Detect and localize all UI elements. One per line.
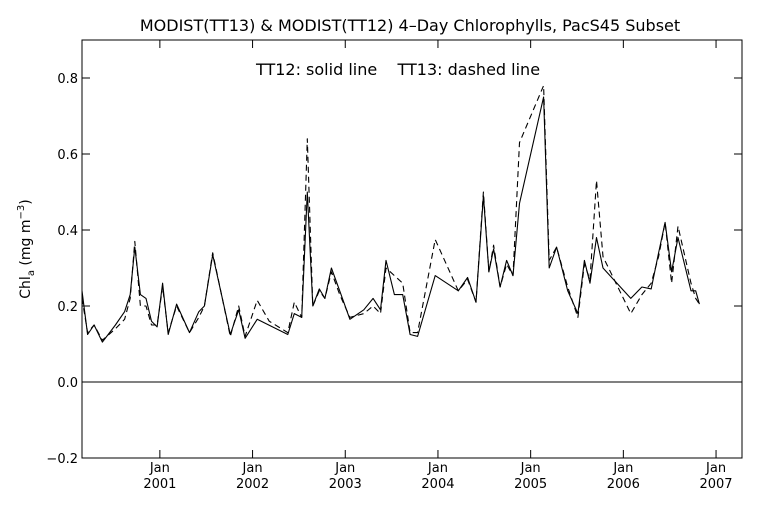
x-tick-year-label: 2004 — [421, 477, 454, 492]
x-tick-year-label: 2003 — [329, 477, 362, 492]
series-line-tt13 — [81, 85, 700, 341]
y-tick-label: −0.2 — [46, 452, 78, 467]
x-tick-month-label: Jan — [242, 461, 263, 476]
x-tick-month-label: Jan — [427, 461, 448, 476]
y-tick-label: 0.4 — [57, 224, 78, 239]
x-tick-year-label: 2006 — [607, 477, 640, 492]
x-tick-month-label: Jan — [520, 461, 541, 476]
x-tick-year-label: 2001 — [143, 477, 176, 492]
x-tick-month-label: Jan — [149, 461, 170, 476]
y-tick-label: 0.0 — [57, 376, 78, 391]
legend-annotation: TT12: solid line TT13: dashed line — [255, 60, 540, 79]
y-tick-label: 0.2 — [57, 300, 78, 315]
x-tick-year-label: 2005 — [514, 477, 547, 492]
x-tick-month-label: Jan — [612, 461, 633, 476]
x-tick-month-label: Jan — [334, 461, 355, 476]
chart-title: MODIST(TT13) & MODIST(TT12) 4–Day Chloro… — [140, 16, 680, 35]
x-tick-year-label: 2002 — [236, 477, 269, 492]
y-tick-label: 0.6 — [57, 148, 78, 163]
series-group — [81, 85, 700, 343]
x-tick-month-label: Jan — [705, 461, 726, 476]
y-axis: −0.2 0.0 0.2 0.4 0.6 0.8 — [46, 72, 742, 467]
series-line-tt12 — [81, 96, 700, 343]
y-axis-label: Chla (mg m−3) — [16, 199, 37, 298]
y-tick-label: 0.8 — [57, 72, 78, 87]
plot-frame — [81, 39, 743, 459]
x-tick-year-label: 2007 — [699, 477, 732, 492]
